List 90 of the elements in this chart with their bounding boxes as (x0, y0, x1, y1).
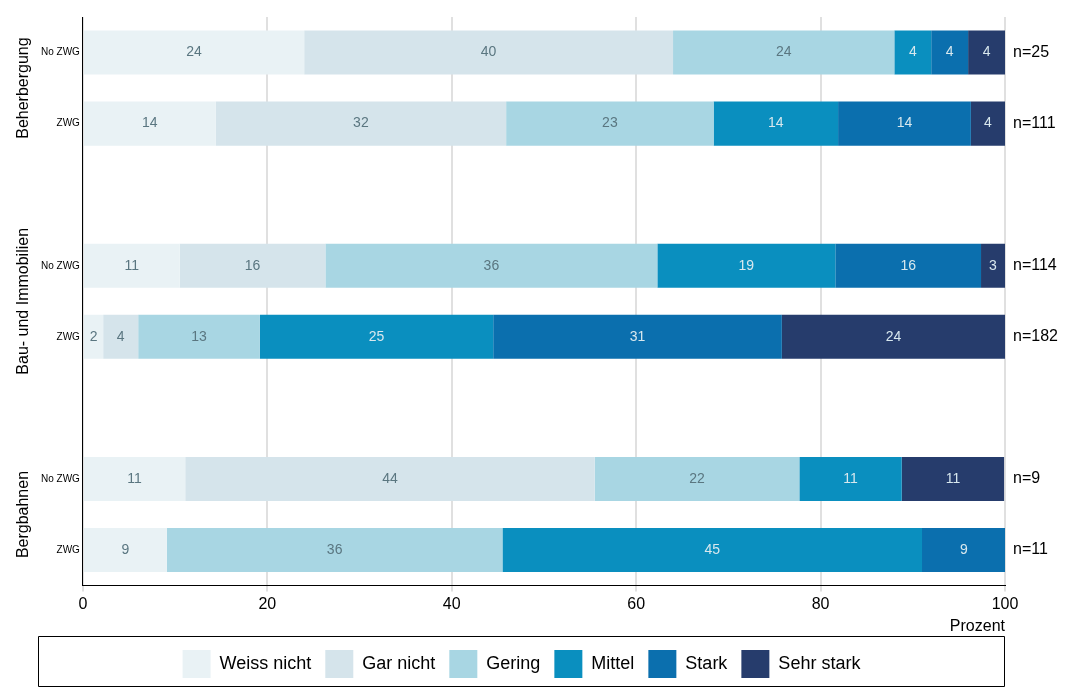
data-label: 14 (896, 114, 913, 131)
legend-label: Gering (486, 652, 541, 673)
bar (713, 101, 839, 146)
data-label: 24 (775, 43, 792, 60)
bar (493, 314, 782, 359)
x-tick-label: 40 (442, 594, 461, 612)
data-label: 13 (191, 327, 208, 344)
data-label: 11 (127, 469, 143, 486)
bar (103, 314, 139, 359)
data-label: 11 (945, 469, 961, 486)
y-tick-label: No ZWG (41, 259, 81, 271)
data-label: 45 (704, 540, 721, 557)
bar (970, 101, 1005, 146)
data-label: 4 (116, 327, 125, 344)
bar (83, 101, 216, 146)
bar (968, 30, 1005, 75)
bar (894, 30, 932, 75)
bar (83, 314, 104, 359)
data-label: 11 (124, 256, 140, 273)
data-label: 19 (738, 256, 755, 273)
data-label: 14 (141, 114, 158, 131)
x-tick-label: 80 (811, 594, 830, 612)
text: n=114 (1013, 256, 1057, 274)
data-label: 16 (244, 256, 261, 273)
bar (259, 314, 494, 359)
text: Bau- und Immobilien (14, 227, 32, 375)
bar (673, 30, 895, 75)
text: n=9 (1013, 469, 1041, 487)
text: Beherbergung (14, 37, 32, 139)
data-label: 4 (982, 43, 991, 60)
text: n=25 (1013, 42, 1050, 60)
data-label: 11 (843, 469, 859, 486)
data-label: 24 (885, 327, 902, 344)
x-axis-title: Prozent (949, 616, 1006, 634)
text: n=11 (1013, 540, 1048, 558)
data-label: 36 (483, 256, 500, 273)
text: n=111 (1013, 114, 1056, 132)
data-label: 4 (984, 114, 993, 131)
legend-label: Sehr stark (778, 652, 862, 673)
data-label: 40 (480, 43, 497, 60)
legend-label: Stark (685, 652, 729, 673)
data-label: 3 (989, 256, 998, 273)
bar (325, 243, 658, 288)
data-label: 14 (768, 114, 784, 131)
bar (502, 528, 923, 573)
bar (506, 101, 714, 146)
data-label: 36 (326, 540, 343, 557)
text: n=182 (1013, 327, 1059, 345)
bar (657, 243, 836, 288)
data-label: 4 (908, 43, 917, 60)
data-label: 9 (960, 540, 969, 557)
y-tick-label: No ZWG (41, 472, 81, 484)
legend-label: Gar nicht (362, 652, 436, 673)
y-tick-label: ZWG (56, 330, 81, 342)
bar (83, 456, 186, 502)
bar (83, 30, 305, 75)
bar (83, 243, 180, 288)
bar (981, 243, 1005, 288)
text: Bergbahnen (14, 470, 32, 559)
data-label: 22 (689, 469, 706, 486)
data-label: 31 (629, 327, 646, 344)
x-tick-label: 0 (78, 594, 88, 612)
x-tick-label: 20 (258, 594, 277, 612)
data-label: 2 (89, 327, 98, 344)
bar (931, 30, 969, 75)
data-label: 44 (382, 469, 398, 486)
legend-label: Weiss nicht (219, 652, 312, 673)
data-label: 23 (602, 114, 618, 131)
data-label: 25 (368, 327, 385, 344)
data-label: 9 (121, 540, 130, 557)
bar (166, 528, 503, 573)
bar (901, 456, 1005, 502)
data-label: 16 (900, 256, 917, 273)
y-tick-label: ZWG (56, 117, 81, 129)
x-tick-label: 60 (627, 594, 646, 612)
bar (594, 456, 800, 502)
bar (838, 101, 971, 146)
data-label: 4 (945, 43, 954, 60)
bar (799, 456, 902, 502)
data-label: 24 (186, 43, 203, 60)
legend-label: Mittel (591, 652, 635, 673)
bar (835, 243, 982, 288)
data-label: 32 (353, 114, 369, 131)
bar (781, 314, 1005, 359)
bar (138, 314, 260, 359)
y-tick-label: No ZWG (41, 46, 81, 58)
x-tick-label: 100 (991, 594, 1019, 612)
bar (922, 528, 1005, 573)
y-tick-label: ZWG (56, 543, 81, 555)
bar (83, 528, 167, 573)
